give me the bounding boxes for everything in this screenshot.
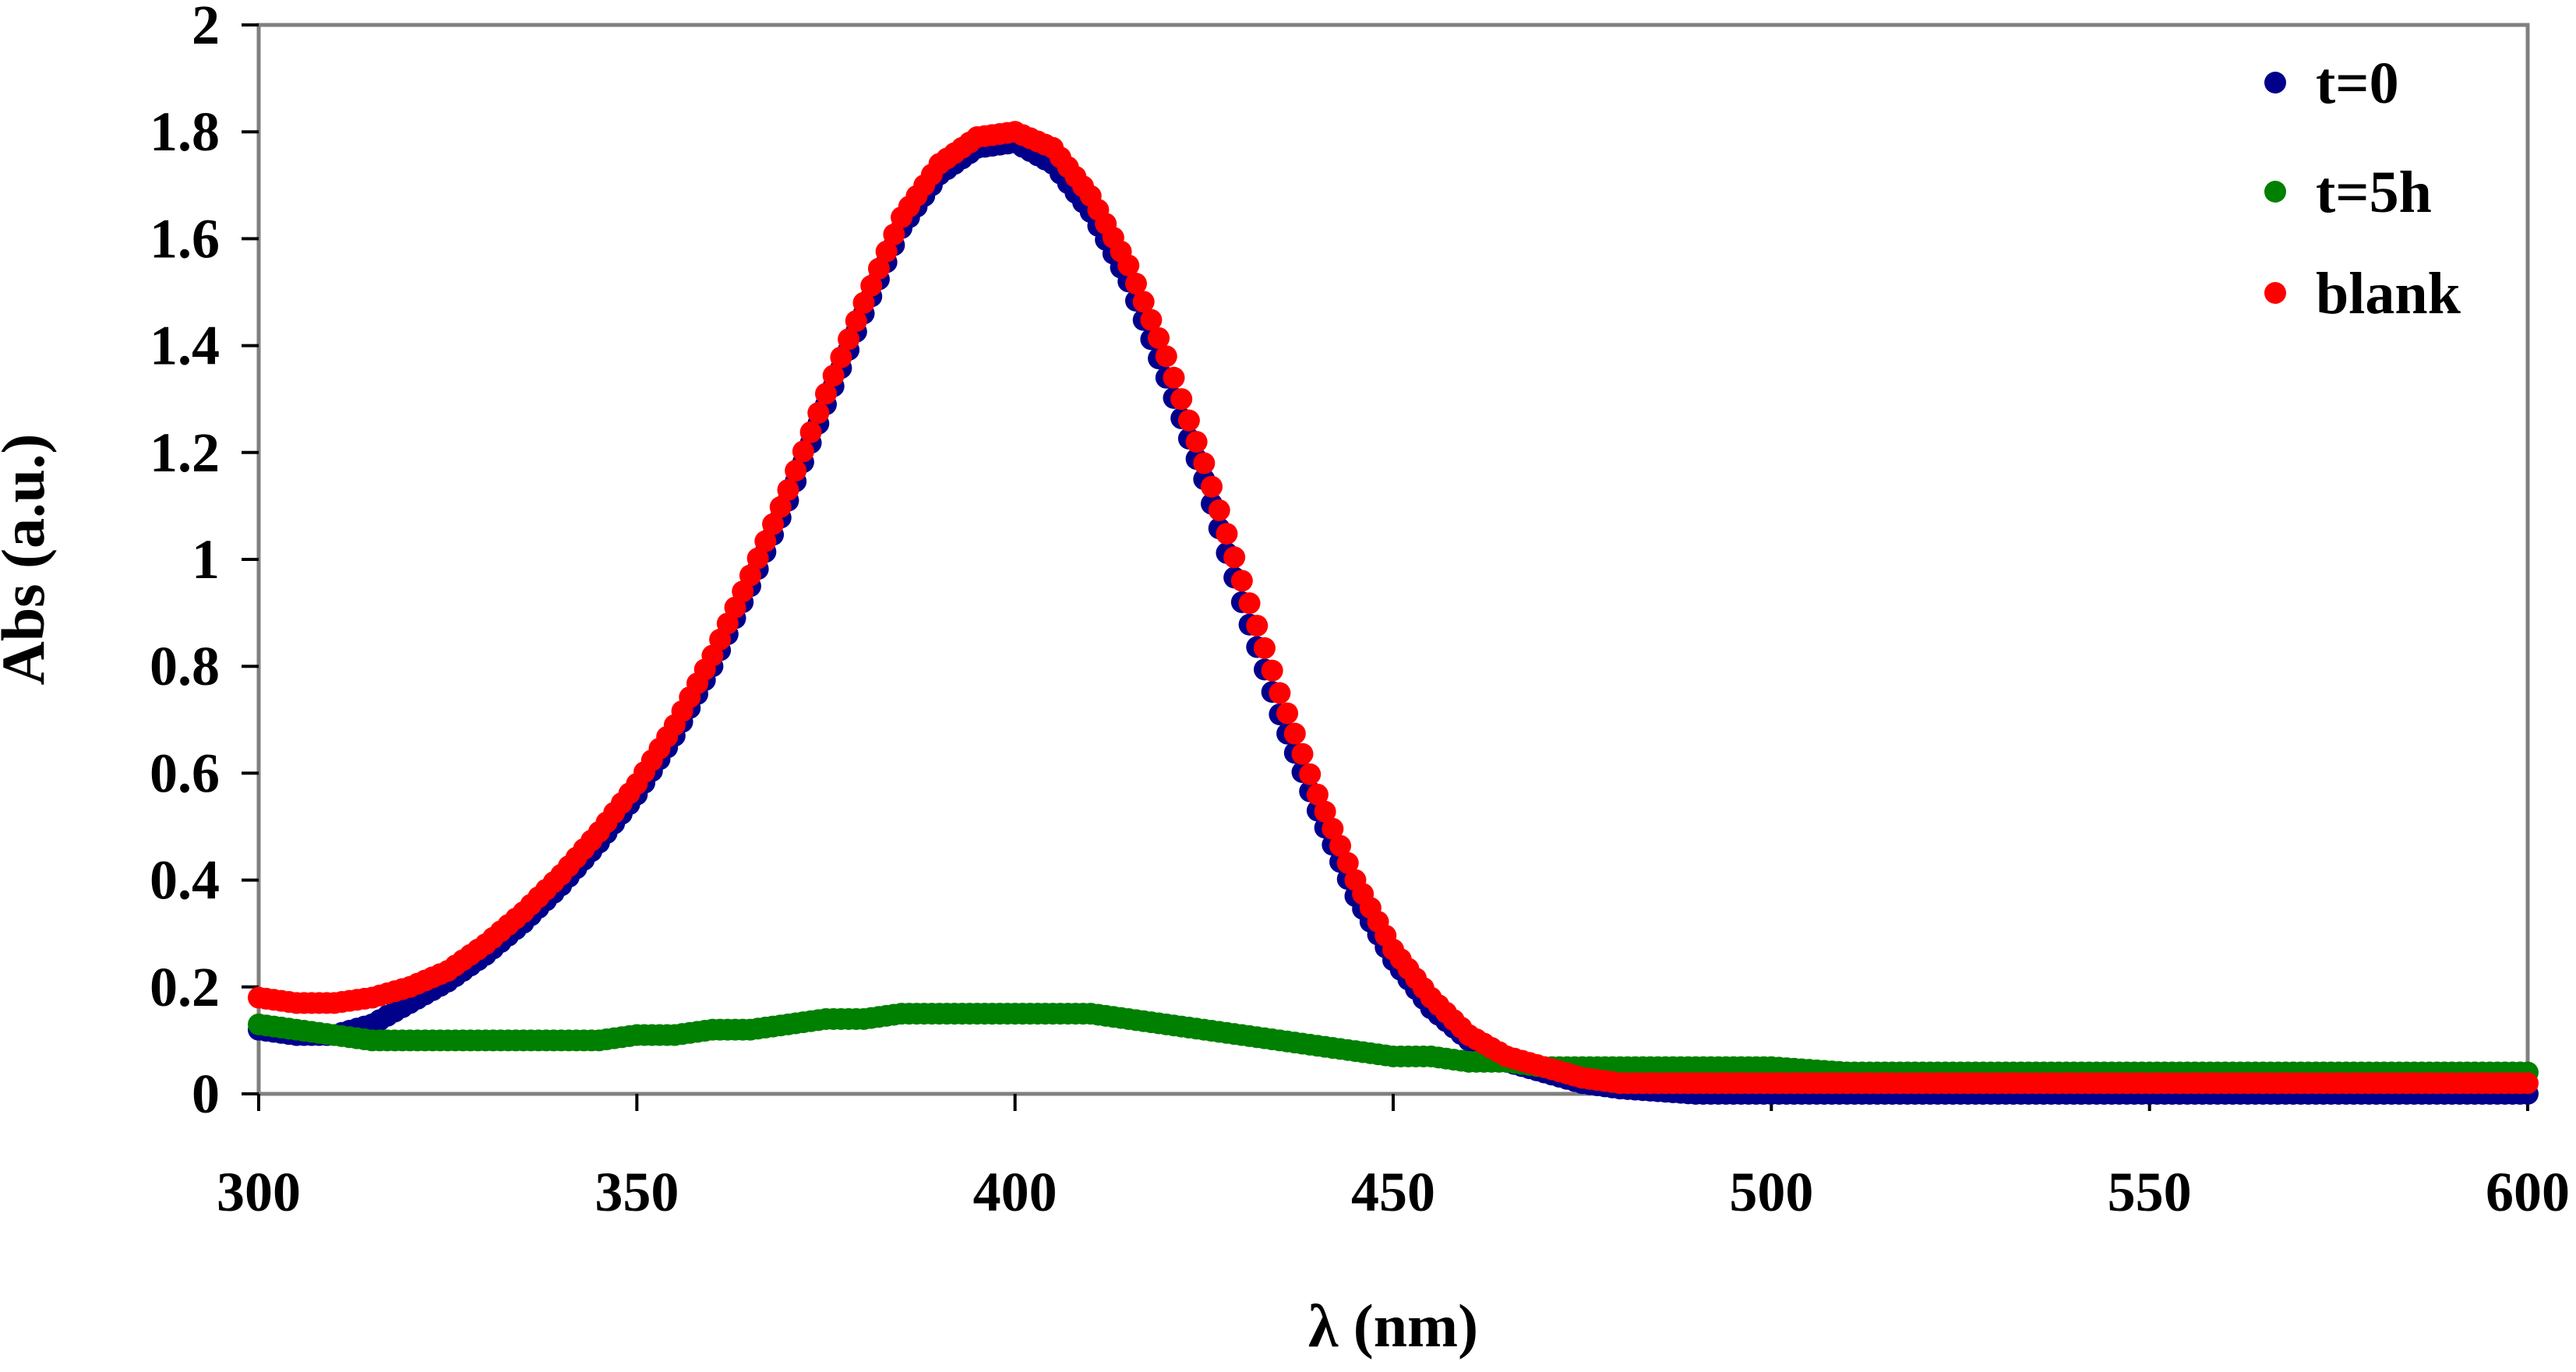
y-tick-label: 0.8 bbox=[150, 635, 220, 697]
y-tick-label: 0.2 bbox=[150, 956, 220, 1018]
data-point bbox=[822, 365, 845, 387]
data-point bbox=[762, 513, 785, 535]
y-tick-label: 1.8 bbox=[150, 101, 220, 163]
x-tick-label: 600 bbox=[2486, 1161, 2570, 1223]
data-point bbox=[1163, 366, 1185, 389]
legend-marker bbox=[2264, 72, 2286, 93]
data-point bbox=[1117, 254, 1140, 277]
legend-label: t=5h bbox=[2316, 160, 2432, 225]
data-point bbox=[769, 496, 792, 518]
data-point bbox=[2517, 1072, 2539, 1095]
x-tick-label: 300 bbox=[217, 1161, 301, 1223]
data-point bbox=[792, 440, 814, 463]
y-axis-title: Abs (a.u.) bbox=[0, 434, 57, 686]
legend-marker bbox=[2264, 282, 2286, 304]
x-axis: 300 350 400 450 500 550 600 bbox=[217, 1094, 2570, 1223]
legend-label: t=0 bbox=[2316, 51, 2399, 116]
data-point bbox=[1124, 273, 1147, 295]
data-point bbox=[1185, 431, 1208, 453]
y-tick-label: 0.6 bbox=[150, 742, 220, 804]
y-axis: 0 0.2 0.4 0.6 0.8 1 1.2 1.4 1.6 1.8 2 bbox=[150, 0, 259, 1125]
data-point bbox=[815, 383, 837, 405]
data-point bbox=[1155, 345, 1177, 368]
legend-entry: t=5h bbox=[2264, 160, 2432, 225]
y-tick-label: 2 bbox=[192, 0, 220, 56]
data-point bbox=[1291, 742, 1314, 765]
data-point bbox=[1132, 291, 1155, 313]
data-point bbox=[1283, 722, 1306, 745]
data-point bbox=[1148, 326, 1170, 349]
data-point bbox=[1314, 800, 1336, 823]
data-point bbox=[1329, 834, 1352, 857]
data-point bbox=[1306, 783, 1329, 806]
data-point bbox=[1246, 615, 1269, 637]
data-point bbox=[799, 421, 822, 443]
y-tick-label: 0 bbox=[192, 1063, 220, 1125]
data-point bbox=[1238, 592, 1261, 615]
legend-label: blank bbox=[2316, 261, 2461, 326]
data-point bbox=[739, 564, 761, 587]
data-point bbox=[830, 346, 852, 369]
x-tick-label: 500 bbox=[1729, 1161, 1813, 1223]
data-point bbox=[860, 274, 883, 297]
data-point bbox=[852, 291, 875, 314]
data-point bbox=[867, 257, 890, 280]
data-point bbox=[1253, 637, 1276, 659]
data-point bbox=[1336, 852, 1359, 874]
y-tick-label: 1.2 bbox=[150, 421, 220, 484]
data-point bbox=[807, 402, 830, 425]
data-point bbox=[838, 328, 860, 351]
data-point bbox=[1269, 682, 1291, 704]
x-tick-label: 400 bbox=[973, 1161, 1057, 1223]
data-point bbox=[1276, 702, 1299, 725]
x-tick-label: 350 bbox=[595, 1161, 679, 1223]
data-point bbox=[1208, 499, 1230, 521]
x-tick-label: 550 bbox=[2108, 1161, 2192, 1223]
data-point bbox=[875, 240, 898, 263]
data-point bbox=[1193, 452, 1216, 474]
data-point bbox=[1201, 475, 1223, 498]
y-tick-label: 1.4 bbox=[150, 315, 220, 377]
data-point bbox=[845, 310, 867, 333]
legend-marker bbox=[2264, 181, 2286, 203]
y-tick-label: 1 bbox=[192, 528, 220, 591]
series-layer bbox=[248, 121, 2539, 1105]
series-blank bbox=[248, 121, 2539, 1095]
plot-area bbox=[256, 23, 2530, 1096]
y-tick-label: 1.6 bbox=[150, 207, 220, 270]
legend-entry: t=0 bbox=[2264, 51, 2399, 116]
data-point bbox=[883, 223, 905, 245]
data-point bbox=[1261, 659, 1283, 682]
data-point bbox=[777, 478, 799, 501]
x-tick-label: 450 bbox=[1351, 1161, 1435, 1223]
data-point bbox=[746, 547, 769, 570]
legend-entry: blank bbox=[2264, 261, 2461, 326]
data-point bbox=[1216, 523, 1238, 545]
data-point bbox=[1322, 817, 1344, 840]
data-point bbox=[754, 530, 777, 552]
x-axis-title: λ (nm) bbox=[1308, 1292, 1478, 1360]
data-point bbox=[1170, 388, 1193, 411]
data-point bbox=[1230, 570, 1253, 592]
data-point bbox=[1177, 409, 1200, 432]
data-point bbox=[1140, 309, 1163, 331]
data-point bbox=[785, 460, 807, 482]
data-point bbox=[1223, 546, 1246, 569]
data-point bbox=[1299, 763, 1322, 785]
y-tick-label: 0.4 bbox=[150, 849, 220, 912]
legend: t=0 t=5h blank bbox=[2264, 51, 2461, 326]
